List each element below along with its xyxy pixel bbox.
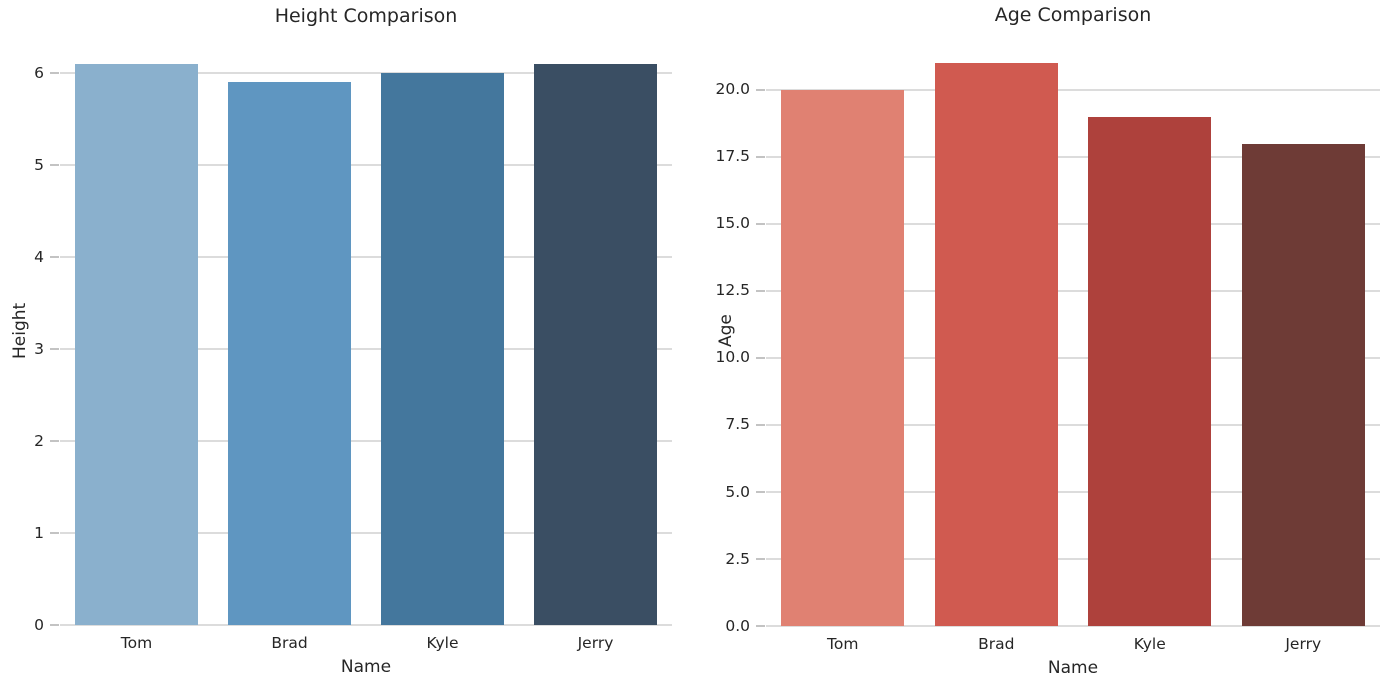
x-tick-label-kyle: Kyle <box>426 634 459 652</box>
y-tick-mark <box>50 72 59 75</box>
age-chart-ylabel: Age <box>716 314 736 347</box>
gridline <box>766 625 1380 627</box>
y-tick-mark <box>50 164 59 167</box>
gridline <box>766 356 1380 359</box>
x-tick-label-tom: Tom <box>827 635 859 653</box>
x-tick-label-kyle: Kyle <box>1133 635 1166 653</box>
y-tick-mark <box>50 624 59 626</box>
y-tick-mark <box>756 423 765 426</box>
gridline <box>60 72 672 75</box>
y-tick-mark <box>50 532 59 535</box>
y-tick-label: 0 <box>34 615 44 634</box>
y-tick-mark <box>756 558 765 560</box>
bar-tom <box>781 89 905 626</box>
y-tick-label: 17.5 <box>715 147 750 166</box>
y-tick-mark <box>50 348 59 351</box>
x-tick-label-brad: Brad <box>978 635 1015 653</box>
y-tick-mark <box>756 491 765 493</box>
gridline <box>766 558 1380 560</box>
y-tick-label: 12.5 <box>715 281 750 300</box>
bar-tom <box>75 64 198 625</box>
y-tick-label: 4 <box>34 247 44 266</box>
gridline <box>60 164 672 167</box>
y-tick-mark <box>756 289 765 292</box>
age-chart-axes: Age Comparison Age Name 0.0 2.5 5.0 7.5 10.0… <box>715 4 1380 678</box>
y-tick-label: 3 <box>34 339 44 358</box>
bar-jerry <box>1241 143 1365 626</box>
y-tick-mark <box>50 256 59 259</box>
x-tick-label-tom: Tom <box>120 634 153 652</box>
age-chart-xlabel: Name <box>1047 658 1099 678</box>
y-tick-label: 0.0 <box>725 616 750 635</box>
bar-brad <box>934 63 1058 626</box>
gridline <box>60 624 672 626</box>
gridline <box>766 423 1380 426</box>
x-tick-label-brad: Brad <box>271 634 308 652</box>
bar-jerry <box>534 64 657 625</box>
y-tick-mark <box>756 88 765 91</box>
bar-kyle <box>1088 116 1212 626</box>
gridline <box>766 222 1380 225</box>
x-tick-label-jerry: Jerry <box>577 634 614 652</box>
gridline <box>60 256 672 259</box>
gridline <box>60 348 672 351</box>
gridline <box>766 491 1380 493</box>
y-tick-label: 5.0 <box>725 482 750 501</box>
y-tick-label: 2 <box>34 431 44 450</box>
y-tick-label: 10.0 <box>715 348 750 367</box>
y-tick-label: 1 <box>34 523 44 542</box>
y-tick-mark <box>756 155 765 158</box>
height-chart-ylabel: Height <box>10 302 30 359</box>
gridline <box>766 289 1380 292</box>
height-chart-axes: Height Comparison Height Name 0 1 2 3 4 5 6 Tom… <box>10 5 672 677</box>
y-tick-label: 20.0 <box>715 80 750 99</box>
y-tick-label: 5 <box>34 155 44 174</box>
y-tick-label: 2.5 <box>725 549 750 568</box>
y-tick-label: 15.0 <box>715 214 750 233</box>
y-tick-mark <box>50 440 59 443</box>
y-tick-label: 7.5 <box>725 415 750 434</box>
y-tick-mark <box>756 625 765 627</box>
height-chart-xlabel: Name <box>340 657 392 677</box>
age-chart-title: Age Comparison <box>994 4 1152 26</box>
gridline <box>766 155 1380 158</box>
y-tick-label: 6 <box>34 63 44 82</box>
gridline <box>766 88 1380 91</box>
y-tick-mark <box>756 222 765 225</box>
gridline <box>60 440 672 443</box>
x-tick-label-jerry: Jerry <box>1285 635 1322 653</box>
gridline <box>60 532 672 535</box>
bar-brad <box>228 82 351 625</box>
bar-kyle <box>381 73 504 625</box>
y-tick-mark <box>756 356 765 359</box>
height-chart-title: Height Comparison <box>274 5 458 27</box>
